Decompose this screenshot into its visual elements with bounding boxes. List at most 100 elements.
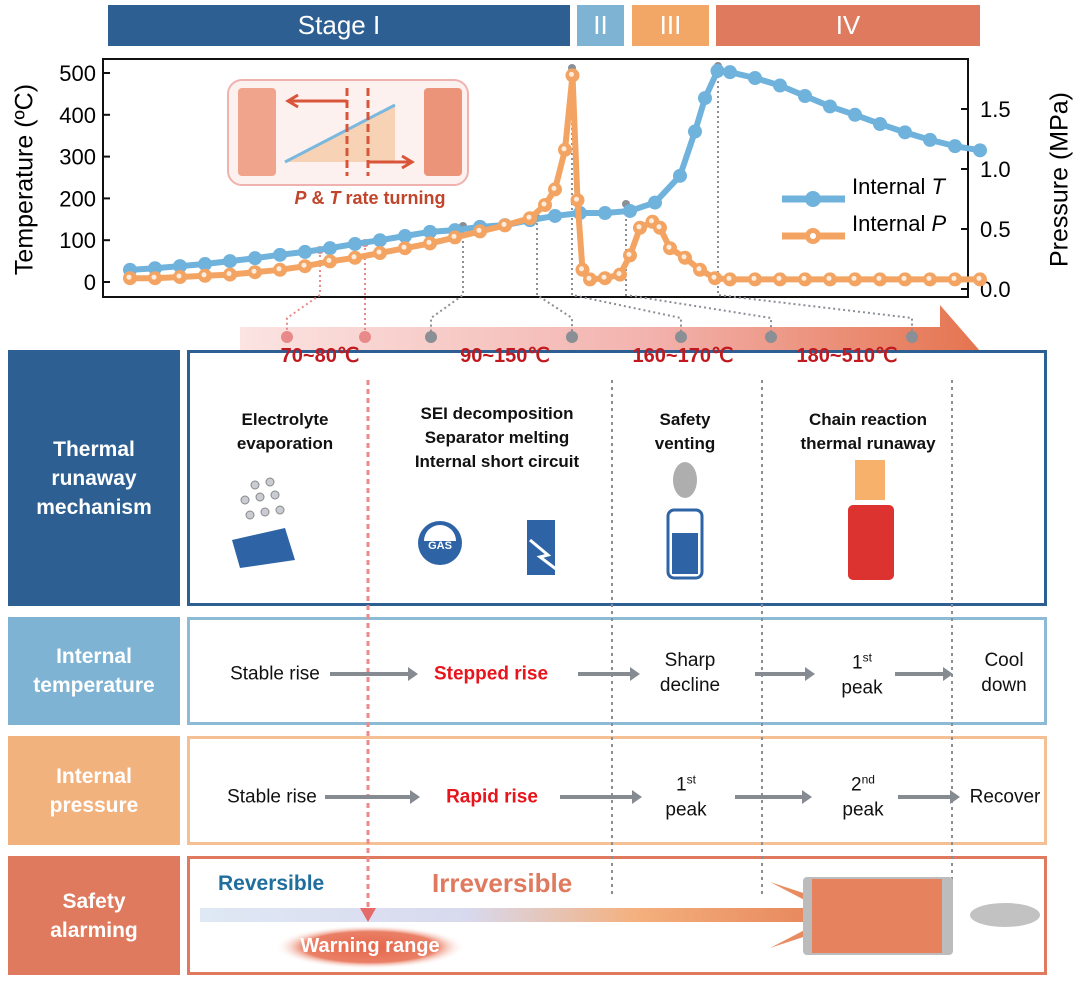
data-point-highlight [574, 196, 579, 202]
safety-label: Safety alarming [8, 856, 180, 975]
damaged-cell-core [812, 879, 942, 953]
arrow-right-icon [368, 154, 415, 170]
reversible-text: Reversible [218, 872, 325, 895]
data-point [223, 254, 237, 269]
data-point-highlight [726, 275, 732, 281]
gas-gauge-dial [424, 525, 456, 541]
data-point-highlight [301, 262, 307, 268]
y-tick-label: 500 [59, 61, 96, 86]
data-point-highlight [586, 275, 592, 281]
data-point [648, 195, 662, 210]
data-point [348, 236, 362, 251]
mechanism-label: Thermal runaway mechanism [8, 350, 180, 606]
range-label: 180~510℃ [796, 345, 898, 367]
gas-icon-text: GAS [428, 540, 452, 552]
range-label: 70~80℃ [280, 345, 360, 367]
caption-p: P [294, 188, 307, 208]
stage-4-bar: IV [716, 5, 980, 46]
data-point-highlight [426, 239, 432, 245]
cell-before-icon [238, 88, 276, 176]
data-point [973, 143, 987, 158]
data-point [248, 251, 262, 266]
data-point-highlight [376, 249, 382, 255]
step-arrowhead [950, 790, 960, 804]
data-point [823, 99, 837, 114]
connector-line [536, 218, 573, 337]
data-point [598, 206, 612, 221]
step-arrowhead [630, 667, 640, 681]
y2-tick-label: 0.5 [980, 217, 1011, 242]
data-point-highlight [601, 274, 607, 280]
data-point-highlight [201, 272, 207, 278]
y-tick-label: 0 [84, 270, 96, 295]
step-arrowhead [802, 790, 812, 804]
caption-t: T [329, 188, 341, 208]
venting-battery-fill [672, 533, 698, 574]
y-tick-label: 100 [59, 228, 96, 253]
data-point-highlight [976, 275, 982, 281]
data-point [623, 203, 637, 218]
mechanism-panel [187, 350, 1047, 606]
data-point [323, 241, 337, 256]
legend-marker-highlight [810, 233, 816, 239]
data-point-highlight [561, 146, 567, 152]
caption-mid: & [306, 188, 330, 208]
data-point-highlight [351, 254, 357, 260]
temp-step: 1st peak [841, 645, 882, 700]
peak-text: peak [665, 799, 707, 821]
data-point-highlight [401, 244, 407, 250]
data-point [873, 116, 887, 131]
data-point [898, 125, 912, 140]
connector-line [717, 66, 913, 337]
lightning-icon [529, 538, 561, 574]
peak-text: peak [842, 799, 884, 821]
legend-p-var: P [931, 211, 947, 236]
pressure-step: Stable rise [227, 786, 317, 808]
ordinal: 2 [851, 774, 862, 796]
data-point-highlight [476, 227, 482, 233]
inset-caption: P & T rate turning [270, 188, 470, 209]
connector-line [625, 204, 772, 337]
step-arrowhead [408, 667, 418, 681]
y2-tick-label: 1.5 [980, 97, 1011, 122]
vapor-particle [260, 507, 270, 517]
data-point [673, 168, 687, 183]
data-point-highlight [551, 185, 557, 191]
data-point [773, 78, 787, 93]
mechanism-chain-reaction: Chain reaction thermal runaway [800, 410, 936, 453]
step-arrowhead [410, 790, 420, 804]
cell-after-icon [424, 88, 462, 176]
data-point-highlight [926, 275, 932, 281]
data-point [923, 132, 937, 147]
range-label: 90~150℃ [460, 345, 550, 367]
data-point-highlight [541, 201, 547, 207]
range-label: 160~170℃ [632, 345, 734, 367]
runaway-battery-icon [848, 505, 894, 580]
legend-internal-t: Internal T [852, 174, 945, 200]
irreversible-text: Irreversible [432, 868, 573, 898]
arrow-marker [675, 331, 687, 343]
data-point-highlight [626, 251, 632, 257]
data-point [548, 208, 562, 223]
ordinal-suffix: nd [861, 772, 875, 787]
arrow-marker [281, 331, 293, 343]
legend-t-var: T [931, 174, 945, 199]
reversibility-arrow [200, 882, 870, 948]
step-arrowhead [632, 790, 642, 804]
data-point-highlight [901, 275, 907, 281]
data-point-highlight [696, 266, 702, 272]
arrow-left-icon [285, 93, 347, 109]
data-point [948, 139, 962, 154]
data-point-highlight [751, 275, 757, 281]
ordinal-suffix: st [862, 650, 872, 665]
data-point-highlight [711, 274, 717, 280]
pressure-step: Rapid rise [446, 786, 538, 808]
data-point-highlight [579, 266, 584, 272]
y2-tick-label: 1.0 [980, 157, 1011, 182]
ordinal: 1 [676, 774, 687, 796]
data-point-highlight [226, 271, 232, 277]
temp-step: Stable rise [230, 663, 320, 685]
data-point-highlight [681, 254, 687, 260]
data-point-highlight [616, 271, 622, 277]
